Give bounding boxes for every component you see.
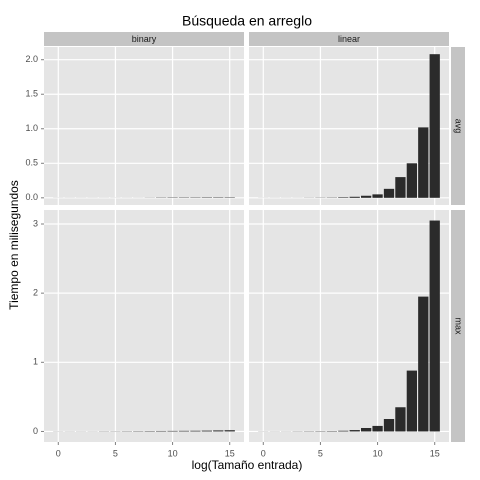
y-tick-label: 0 — [33, 426, 38, 436]
facet-label: binary — [132, 34, 157, 44]
bar — [383, 419, 395, 432]
x-tick-label: 10 — [168, 448, 178, 458]
y-tick-label: 2.0 — [25, 54, 38, 64]
bar — [406, 163, 417, 198]
bar — [418, 127, 429, 198]
bar — [349, 196, 360, 198]
y-tick-label: 1.0 — [25, 123, 38, 133]
y-tick-label: 2 — [33, 288, 38, 298]
facet-strip — [44, 32, 244, 46]
facet-strip — [451, 47, 465, 205]
bar — [406, 370, 417, 432]
bar — [372, 194, 383, 198]
bar — [338, 197, 349, 198]
bar — [361, 195, 372, 198]
bar — [338, 430, 349, 432]
bar — [395, 407, 406, 432]
bar — [213, 430, 224, 432]
bar — [167, 430, 178, 432]
y-tick-label: 0.5 — [25, 158, 38, 168]
x-axis-label: log(Tamaño entrada) — [192, 458, 303, 472]
x-tick-label: 0 — [56, 448, 61, 458]
bar — [349, 430, 360, 432]
y-tick-label: 1.5 — [25, 89, 38, 99]
facet-label: avg — [454, 119, 464, 134]
bar — [178, 430, 190, 432]
x-tick-label: 0 — [261, 448, 266, 458]
y-tick-label: 1 — [33, 357, 38, 367]
panel-background — [44, 210, 244, 442]
x-tick-label: 10 — [373, 448, 383, 458]
x-tick-label: 5 — [318, 448, 323, 458]
bar — [429, 54, 440, 198]
bar — [429, 220, 440, 432]
panel-background — [44, 47, 244, 205]
y-tick-label: 3 — [33, 218, 38, 228]
bar — [361, 427, 372, 432]
facet-label: linear — [338, 34, 360, 44]
x-tick-label: 5 — [113, 448, 118, 458]
bar — [224, 430, 235, 432]
y-axis-label: Tiempo en milisegundos — [7, 180, 21, 310]
bar — [372, 425, 383, 432]
facet-label: max — [454, 317, 464, 335]
facet-strip — [451, 210, 465, 442]
chart-title: Búsqueda en arreglo — [182, 13, 312, 29]
x-tick-label: 15 — [430, 448, 440, 458]
x-tick-label: 15 — [225, 448, 235, 458]
bar — [418, 296, 429, 432]
bar — [201, 430, 212, 432]
bar — [383, 188, 395, 198]
bar — [395, 177, 406, 198]
y-tick-label: 0.0 — [25, 192, 38, 202]
facet-strip — [249, 32, 449, 46]
bar — [190, 430, 201, 432]
